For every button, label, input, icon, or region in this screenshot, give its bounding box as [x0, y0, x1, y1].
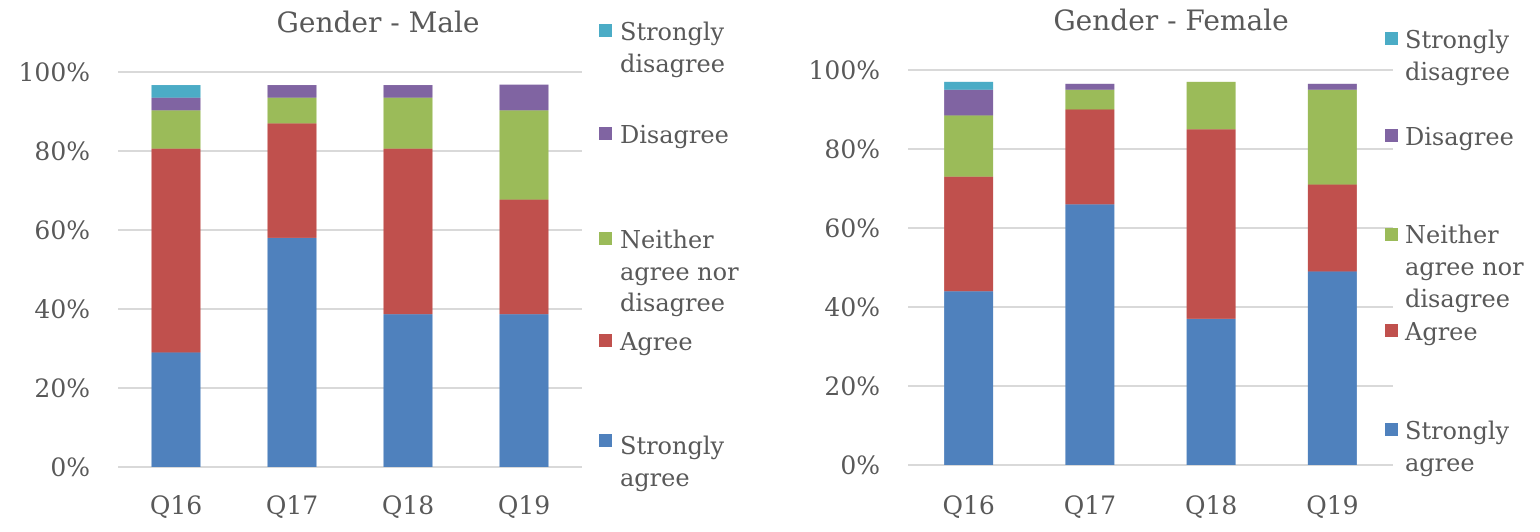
- bar-segment: [383, 85, 433, 98]
- y-tick-label: 80%: [824, 135, 880, 164]
- bar-segment: [1186, 81, 1236, 130]
- bar-segment: [944, 115, 994, 177]
- chart-1: Gender - Male 0% 20% 40% 60% 80% 100% Q16 Q17 Q18…: [19, 6, 740, 520]
- legend-item: Neither agree nor disagree: [599, 226, 739, 317]
- y-tick-label: 100%: [809, 56, 880, 85]
- x-tick-label: Q19: [1306, 491, 1358, 520]
- bar-segment: [151, 352, 201, 467]
- bar-segment: [944, 176, 994, 292]
- bar-segment: [267, 85, 317, 98]
- y-tick-label: 20%: [34, 374, 90, 403]
- legend: Strongly agree Agree Neither agree nor disagr…: [1385, 26, 1524, 477]
- legend-item: Disagree: [1385, 123, 1514, 151]
- bar-segment: [499, 110, 549, 200]
- bar-segment: [267, 97, 317, 124]
- bar-segment: [499, 84, 549, 111]
- x-tick-label: Q18: [1185, 491, 1237, 520]
- bar-segment: [1307, 89, 1357, 185]
- bar-segment: [944, 81, 994, 90]
- bar-segment: [267, 237, 317, 467]
- bar-segment: [1065, 89, 1115, 110]
- bar-segment: [151, 85, 201, 98]
- bar-segment: [151, 97, 201, 111]
- x-tick-label: Q16: [942, 491, 994, 520]
- bar-segment: [1186, 318, 1236, 465]
- bar-segment: [499, 199, 549, 315]
- legend-label: Neither agree nor disagree: [1405, 221, 1524, 313]
- legend-swatch: [599, 334, 612, 347]
- legend-item: Disagree: [599, 121, 729, 149]
- legend-label: Neither agree nor disagree: [620, 226, 739, 317]
- legend-item: Agree: [1385, 318, 1478, 346]
- bar-segment: [944, 89, 994, 116]
- legend-label: Agree: [619, 328, 693, 356]
- legend-label: Agree: [1404, 318, 1478, 346]
- x-tick-label: Q16: [150, 491, 202, 520]
- y-tick-label: 0%: [50, 453, 90, 482]
- legend-swatch: [599, 434, 612, 447]
- legend-item: Strongly agree: [1385, 417, 1510, 477]
- legend-swatch: [599, 232, 612, 245]
- legend-label: Strongly disagree: [1405, 26, 1510, 86]
- y-tick-label: 60%: [34, 216, 90, 245]
- bar-segment: [383, 148, 433, 315]
- legend-item: Strongly disagree: [1385, 26, 1510, 86]
- bar-segment: [1065, 109, 1115, 205]
- legend-swatch: [1385, 129, 1398, 142]
- legend-item: Neither agree nor disagree: [1385, 221, 1524, 313]
- legend-item: Strongly agree: [599, 432, 725, 492]
- bar-segment: [1186, 129, 1236, 319]
- bar-segment: [1307, 83, 1357, 90]
- legend-swatch: [1385, 324, 1398, 337]
- bar-segment: [944, 291, 994, 465]
- legend-label: Disagree: [620, 121, 729, 149]
- chart-title: Gender - Male: [277, 6, 480, 39]
- x-tick-label: Q17: [1064, 491, 1116, 520]
- y-tick-label: 40%: [34, 295, 90, 324]
- legend-label: Disagree: [1405, 123, 1514, 151]
- bar-segment: [151, 148, 201, 353]
- legend-item: Agree: [599, 328, 693, 356]
- chart-2: Gender - Female 0% 20% 40% 60% 80% 100% Q16 Q17 Q…: [809, 4, 1525, 520]
- bar-segment: [499, 314, 549, 467]
- y-tick-label: 60%: [824, 214, 880, 243]
- legend-swatch: [599, 127, 612, 140]
- bar-segment: [383, 97, 433, 149]
- y-tick-label: 0%: [840, 451, 880, 480]
- bar-segment: [267, 123, 317, 238]
- y-tick-label: 40%: [824, 293, 880, 322]
- bar-segment: [1065, 83, 1115, 90]
- x-tick-label: Q19: [498, 491, 550, 520]
- y-tick-label: 20%: [824, 372, 880, 401]
- legend-swatch: [599, 24, 612, 37]
- legend-item: Strongly disagree: [599, 18, 725, 78]
- x-tick-label: Q18: [382, 491, 434, 520]
- legend-label: Strongly agree: [620, 432, 725, 492]
- legend-swatch: [1385, 228, 1398, 241]
- bar-segment: [151, 110, 201, 149]
- bar-segment: [1307, 184, 1357, 272]
- bar-segment: [383, 314, 433, 467]
- bar-segment: [1065, 204, 1115, 466]
- x-tick-label: Q17: [266, 491, 318, 520]
- chart-title: Gender - Female: [1053, 4, 1288, 37]
- bar-segment: [1307, 271, 1357, 465]
- y-tick-label: 80%: [34, 137, 90, 166]
- legend-label: Strongly disagree: [620, 18, 725, 78]
- legend-swatch: [1385, 423, 1398, 436]
- legend-swatch: [1385, 32, 1398, 45]
- legend: Strongly agree Agree Neither agree nor disagr…: [599, 18, 739, 492]
- legend-label: Strongly agree: [1405, 417, 1510, 477]
- y-tick-label: 100%: [19, 58, 90, 87]
